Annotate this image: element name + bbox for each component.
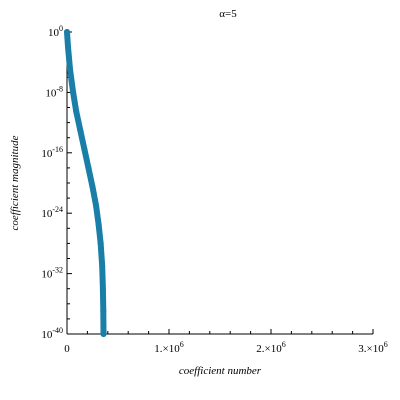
x-tick-label: 2.×106	[256, 340, 285, 355]
data-point	[77, 127, 84, 134]
plot-title: α=5	[219, 8, 237, 20]
y-tick-label: 10-40	[41, 326, 63, 341]
y-tick-label: 10-32	[41, 266, 63, 281]
x-tick-label: 3.×106	[358, 340, 387, 355]
ticks: 100 10-8 10-16 10-24 10-32 10-400 1.×106 2.×106…	[41, 24, 387, 355]
data-point	[70, 89, 77, 96]
y-tick-label: 10-24	[41, 205, 63, 220]
data-point	[100, 331, 107, 337]
data-point	[93, 202, 100, 209]
x-axis-title: coefficient number	[179, 365, 262, 377]
data-point	[97, 240, 104, 247]
axes	[66, 32, 373, 335]
data-point	[65, 44, 72, 51]
y-tick-label: 10-16	[41, 145, 63, 160]
x-tick-label: 0	[64, 343, 70, 355]
data-point	[81, 146, 88, 153]
data-point	[67, 66, 74, 73]
data-point	[73, 108, 80, 115]
y-tick-label: 100	[48, 24, 63, 39]
data-point	[95, 221, 102, 228]
data-point	[64, 29, 70, 35]
y-axis-title: coefficient magnitude	[9, 135, 21, 230]
y-tick-label: 10-8	[45, 84, 63, 99]
data-point	[85, 164, 92, 171]
data-point	[100, 308, 107, 315]
series-layer	[64, 29, 107, 337]
data-point	[89, 183, 96, 190]
series-line	[64, 29, 107, 337]
x-tick-label: 1.×106	[154, 340, 183, 355]
data-point	[99, 285, 106, 292]
data-point	[99, 263, 106, 270]
